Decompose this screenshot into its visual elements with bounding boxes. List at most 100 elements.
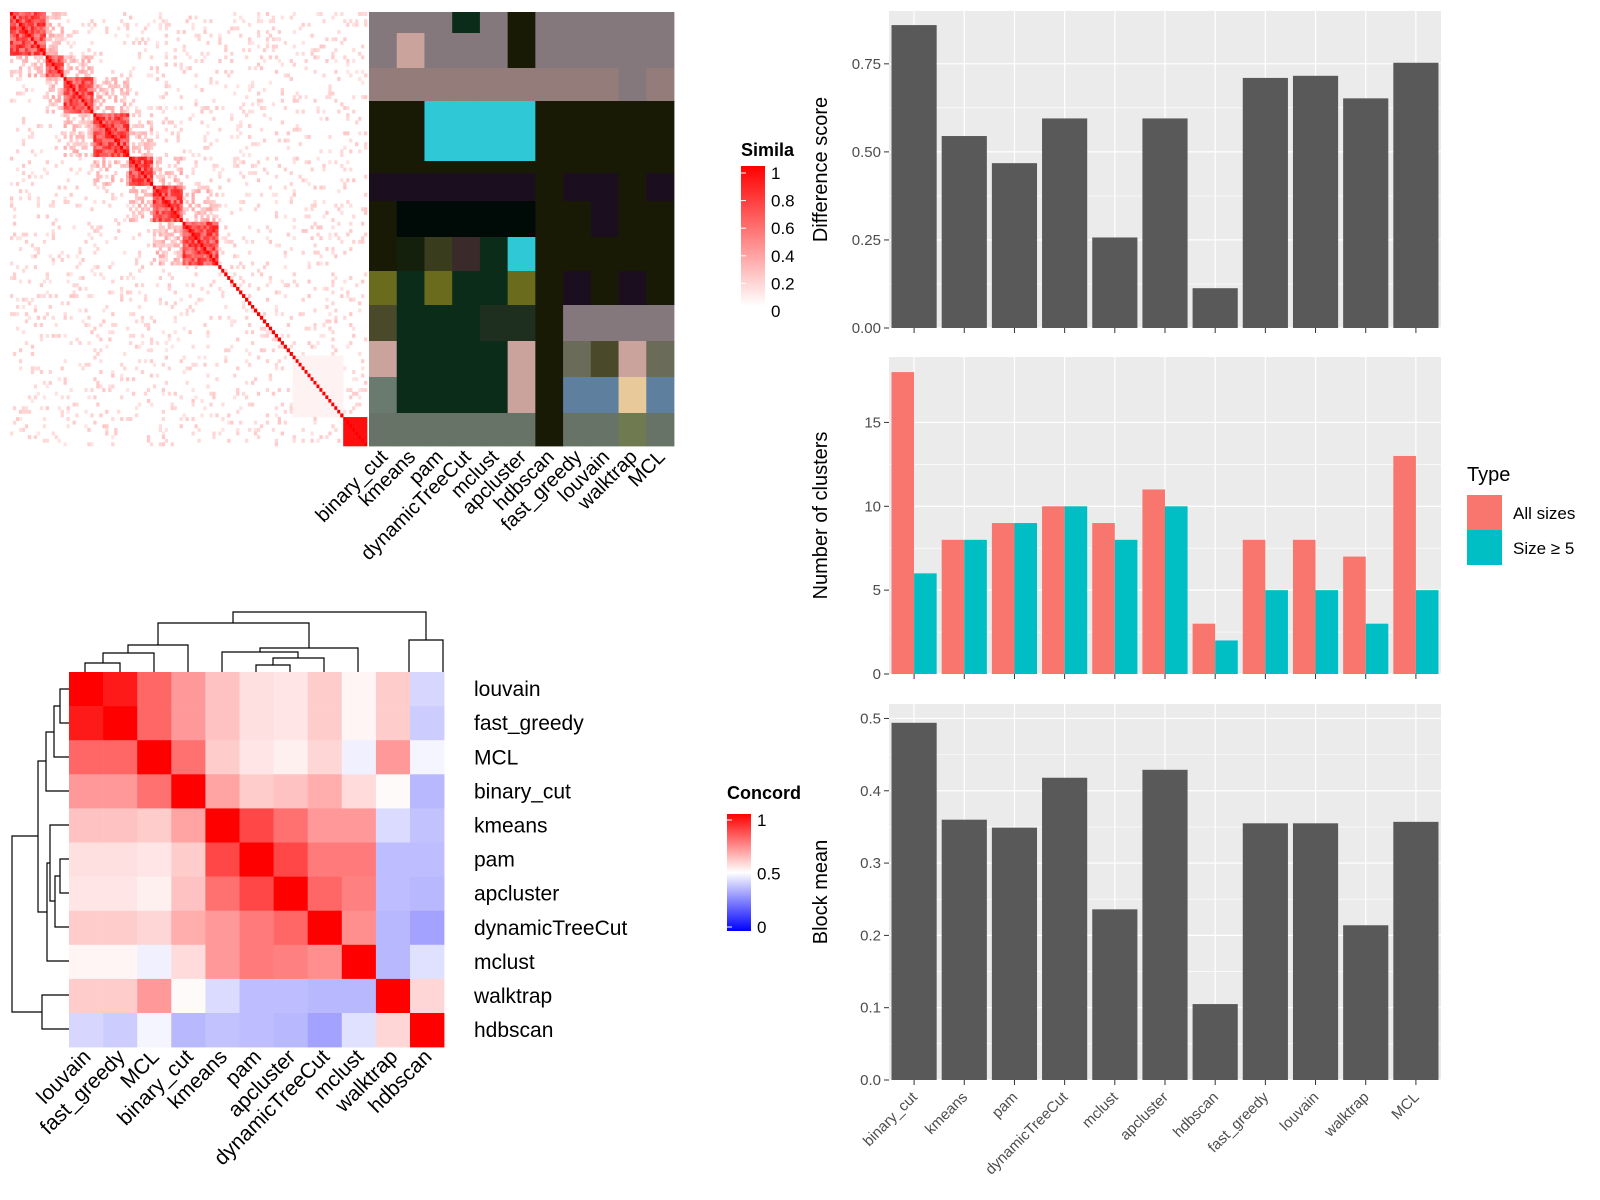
similarity-cell — [185, 207, 189, 212]
similarity-cell — [39, 62, 44, 67]
similarity-cell — [268, 276, 273, 280]
similarity-cell — [236, 366, 240, 371]
similarity-cell — [54, 77, 58, 82]
similarity-cell — [66, 84, 70, 89]
similarity-cell — [114, 77, 118, 82]
similarity-cell — [123, 80, 127, 85]
similarity-cell — [129, 290, 133, 295]
similarity-cell — [310, 395, 314, 400]
similarity-cell — [292, 160, 296, 165]
similarity-cell — [126, 120, 130, 125]
similarity-cell — [158, 203, 163, 208]
similarity-cell — [155, 210, 160, 215]
similarity-cell — [283, 214, 287, 219]
similarity-cell — [337, 359, 341, 364]
similarity-cell — [215, 239, 219, 244]
similarity-cell — [364, 435, 368, 440]
similarity-cell — [262, 265, 267, 270]
similarity-cell — [24, 40, 29, 45]
similarity-cell — [126, 142, 130, 147]
similarity-cell — [301, 370, 305, 374]
similarity-cell — [75, 80, 79, 85]
similarity-cell — [51, 40, 55, 45]
similarity-cell — [271, 192, 276, 197]
similarity-cell — [63, 73, 67, 78]
similarity-cell — [143, 153, 148, 157]
similarity-cell — [170, 192, 174, 197]
similarity-cell — [99, 84, 103, 89]
similarity-cell — [149, 359, 154, 364]
similarity-cell — [283, 167, 287, 172]
similarity-cell — [292, 413, 296, 418]
similarity-cell — [102, 153, 106, 157]
similarity-cell — [27, 409, 32, 414]
similarity-cell — [304, 391, 308, 396]
similarity-cell — [72, 109, 76, 114]
similarity-cell — [170, 131, 174, 136]
similarity-cell — [265, 359, 270, 364]
similarity-cell — [230, 69, 234, 74]
similarity-cell — [355, 438, 359, 443]
similarity-cell — [310, 391, 314, 396]
similarity-cell — [182, 48, 186, 53]
similarity-cell — [105, 304, 109, 309]
similarity-cell — [179, 218, 183, 223]
similarity-cell — [259, 55, 264, 60]
concordance-cell — [69, 978, 104, 1014]
similarity-cell — [42, 167, 46, 172]
similarity-cell — [322, 406, 326, 411]
similarity-cell — [325, 398, 329, 403]
similarity-cell — [271, 44, 276, 49]
annotation-cell — [479, 12, 509, 34]
similarity-cell — [215, 163, 219, 168]
similarity-cell — [114, 95, 118, 100]
similarity-cell — [301, 109, 305, 114]
annotation-cell — [369, 413, 398, 447]
similarity-cell — [10, 33, 14, 38]
similarity-cell — [60, 73, 64, 78]
similarity-cell — [298, 174, 302, 179]
similarity-cell — [75, 294, 79, 299]
similarity-cell — [63, 55, 67, 60]
concordance-cell — [171, 842, 206, 877]
similarity-cell — [307, 279, 311, 284]
similarity-cell — [69, 388, 73, 393]
similarity-cell — [173, 236, 177, 241]
similarity-cell — [200, 250, 204, 255]
similarity-cell — [319, 116, 323, 121]
similarity-cell — [340, 402, 344, 407]
similarity-cell — [325, 366, 329, 371]
similarity-cell — [337, 370, 341, 374]
similarity-legend-tick-label: 0.4 — [771, 247, 795, 266]
similarity-cell — [185, 312, 189, 317]
similarity-cell — [277, 30, 282, 34]
similarity-cell — [155, 196, 160, 201]
similarity-cell — [42, 51, 46, 56]
similarity-cell — [161, 203, 165, 208]
similarity-cell — [117, 142, 121, 147]
similarity-cell — [215, 247, 219, 251]
similarity-cell — [140, 171, 145, 176]
similarity-cell — [66, 272, 70, 277]
similarity-cell — [93, 272, 97, 277]
similarity-cell — [286, 232, 290, 237]
similarity-cell — [149, 145, 154, 150]
similarity-cell — [120, 98, 124, 103]
similarity-cell — [57, 37, 61, 42]
similarity-cell — [57, 66, 61, 71]
similarity-cell — [176, 196, 180, 201]
similarity-cell — [349, 221, 353, 226]
similarity-cell — [18, 247, 23, 251]
similarity-cell — [361, 294, 365, 299]
similarity-cell — [331, 290, 335, 295]
similarity-cell — [66, 55, 70, 60]
similarity-cell — [182, 221, 186, 226]
similarity-cell — [176, 160, 180, 165]
similarity-cell — [265, 283, 270, 288]
similarity-cell — [84, 323, 88, 327]
similarity-cell — [322, 214, 326, 219]
similarity-cell — [337, 398, 341, 403]
similarity-cell — [322, 167, 326, 172]
similarity-cell — [212, 257, 216, 262]
annotation-cell — [507, 201, 536, 238]
